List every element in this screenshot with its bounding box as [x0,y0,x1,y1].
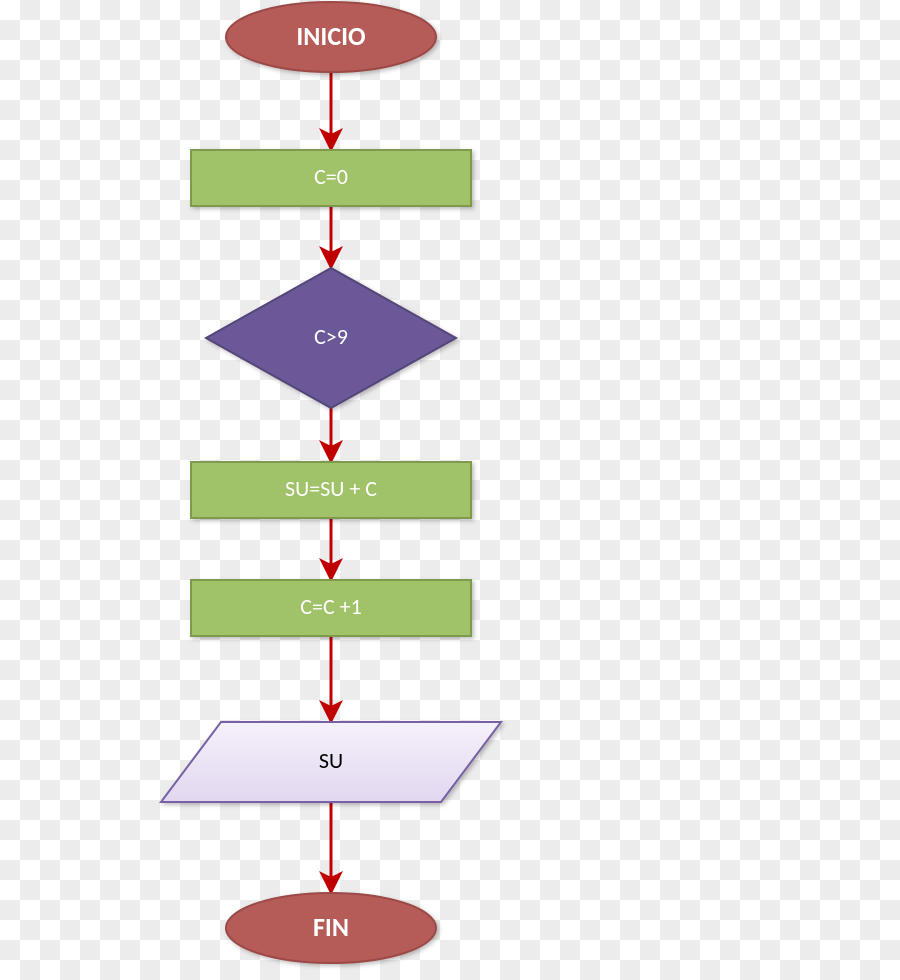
node-label-cond: C>9 [206,323,456,350]
node-label-out: SU [191,747,471,774]
node-label-sum: SU=SU + C [191,475,471,502]
node-label-inicio: INICIO [226,20,436,52]
node-label-init: C=0 [191,163,471,190]
node-label-inc: C=C +1 [191,593,471,620]
node-label-fin: FIN [226,911,436,943]
